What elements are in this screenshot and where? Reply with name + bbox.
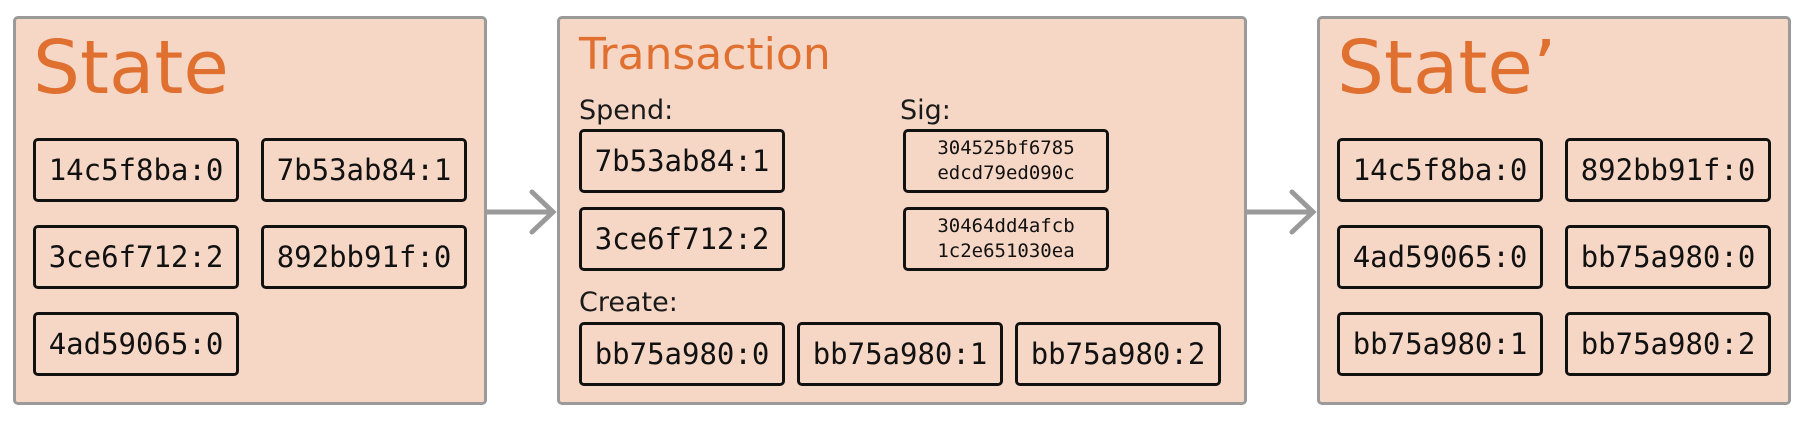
state-prime-output-box: 14c5f8ba:0 [1337,138,1543,202]
spend-label: Spend: [579,95,674,126]
signature-line: edcd79ed090c [937,162,1075,184]
state-output-box: 892bb91f:0 [261,225,467,289]
state-prime-output-box: 892bb91f:0 [1565,138,1771,202]
state-output-box: 3ce6f712:2 [33,225,239,289]
create-output-box: bb75a980:1 [797,322,1003,386]
transaction-title: Transaction [579,29,831,80]
create-output-box: bb75a980:2 [1015,322,1221,386]
create-output-box: bb75a980:0 [579,322,785,386]
signature-line: 1c2e651030ea [937,240,1075,262]
arrow-right-icon [1247,189,1317,235]
spend-input-box: 3ce6f712:2 [579,207,785,271]
state-panel: State 14c5f8ba:0 7b53ab84:1 3ce6f712:2 8… [13,16,487,405]
state-output-box: 7b53ab84:1 [261,138,467,202]
signature-box: 30464dd4afcb 1c2e651030ea [903,207,1109,271]
signature-box: 304525bf6785 edcd79ed090c [903,129,1109,193]
state-prime-panel: State’ 14c5f8ba:0 892bb91f:0 4ad59065:0 … [1317,16,1791,405]
state-prime-output-box: bb75a980:0 [1565,225,1771,289]
state-prime-output-box: bb75a980:2 [1565,312,1771,376]
state-prime-output-box: 4ad59065:0 [1337,225,1543,289]
arrow-right-icon [487,189,557,235]
spend-input-box: 7b53ab84:1 [579,129,785,193]
signature-line: 304525bf6785 [937,137,1075,160]
state-output-box: 14c5f8ba:0 [33,138,239,202]
transaction-panel: Transaction Spend: Sig: 7b53ab84:1 3ce6f… [557,16,1247,405]
state-output-box: 4ad59065:0 [33,312,239,376]
create-label: Create: [579,287,678,318]
sig-label: Sig: [900,95,951,126]
state-prime-output-box: bb75a980:1 [1337,312,1543,376]
signature-line: 30464dd4afcb [937,215,1075,238]
state-prime-title: State’ [1337,25,1557,111]
state-title: State [33,25,229,111]
